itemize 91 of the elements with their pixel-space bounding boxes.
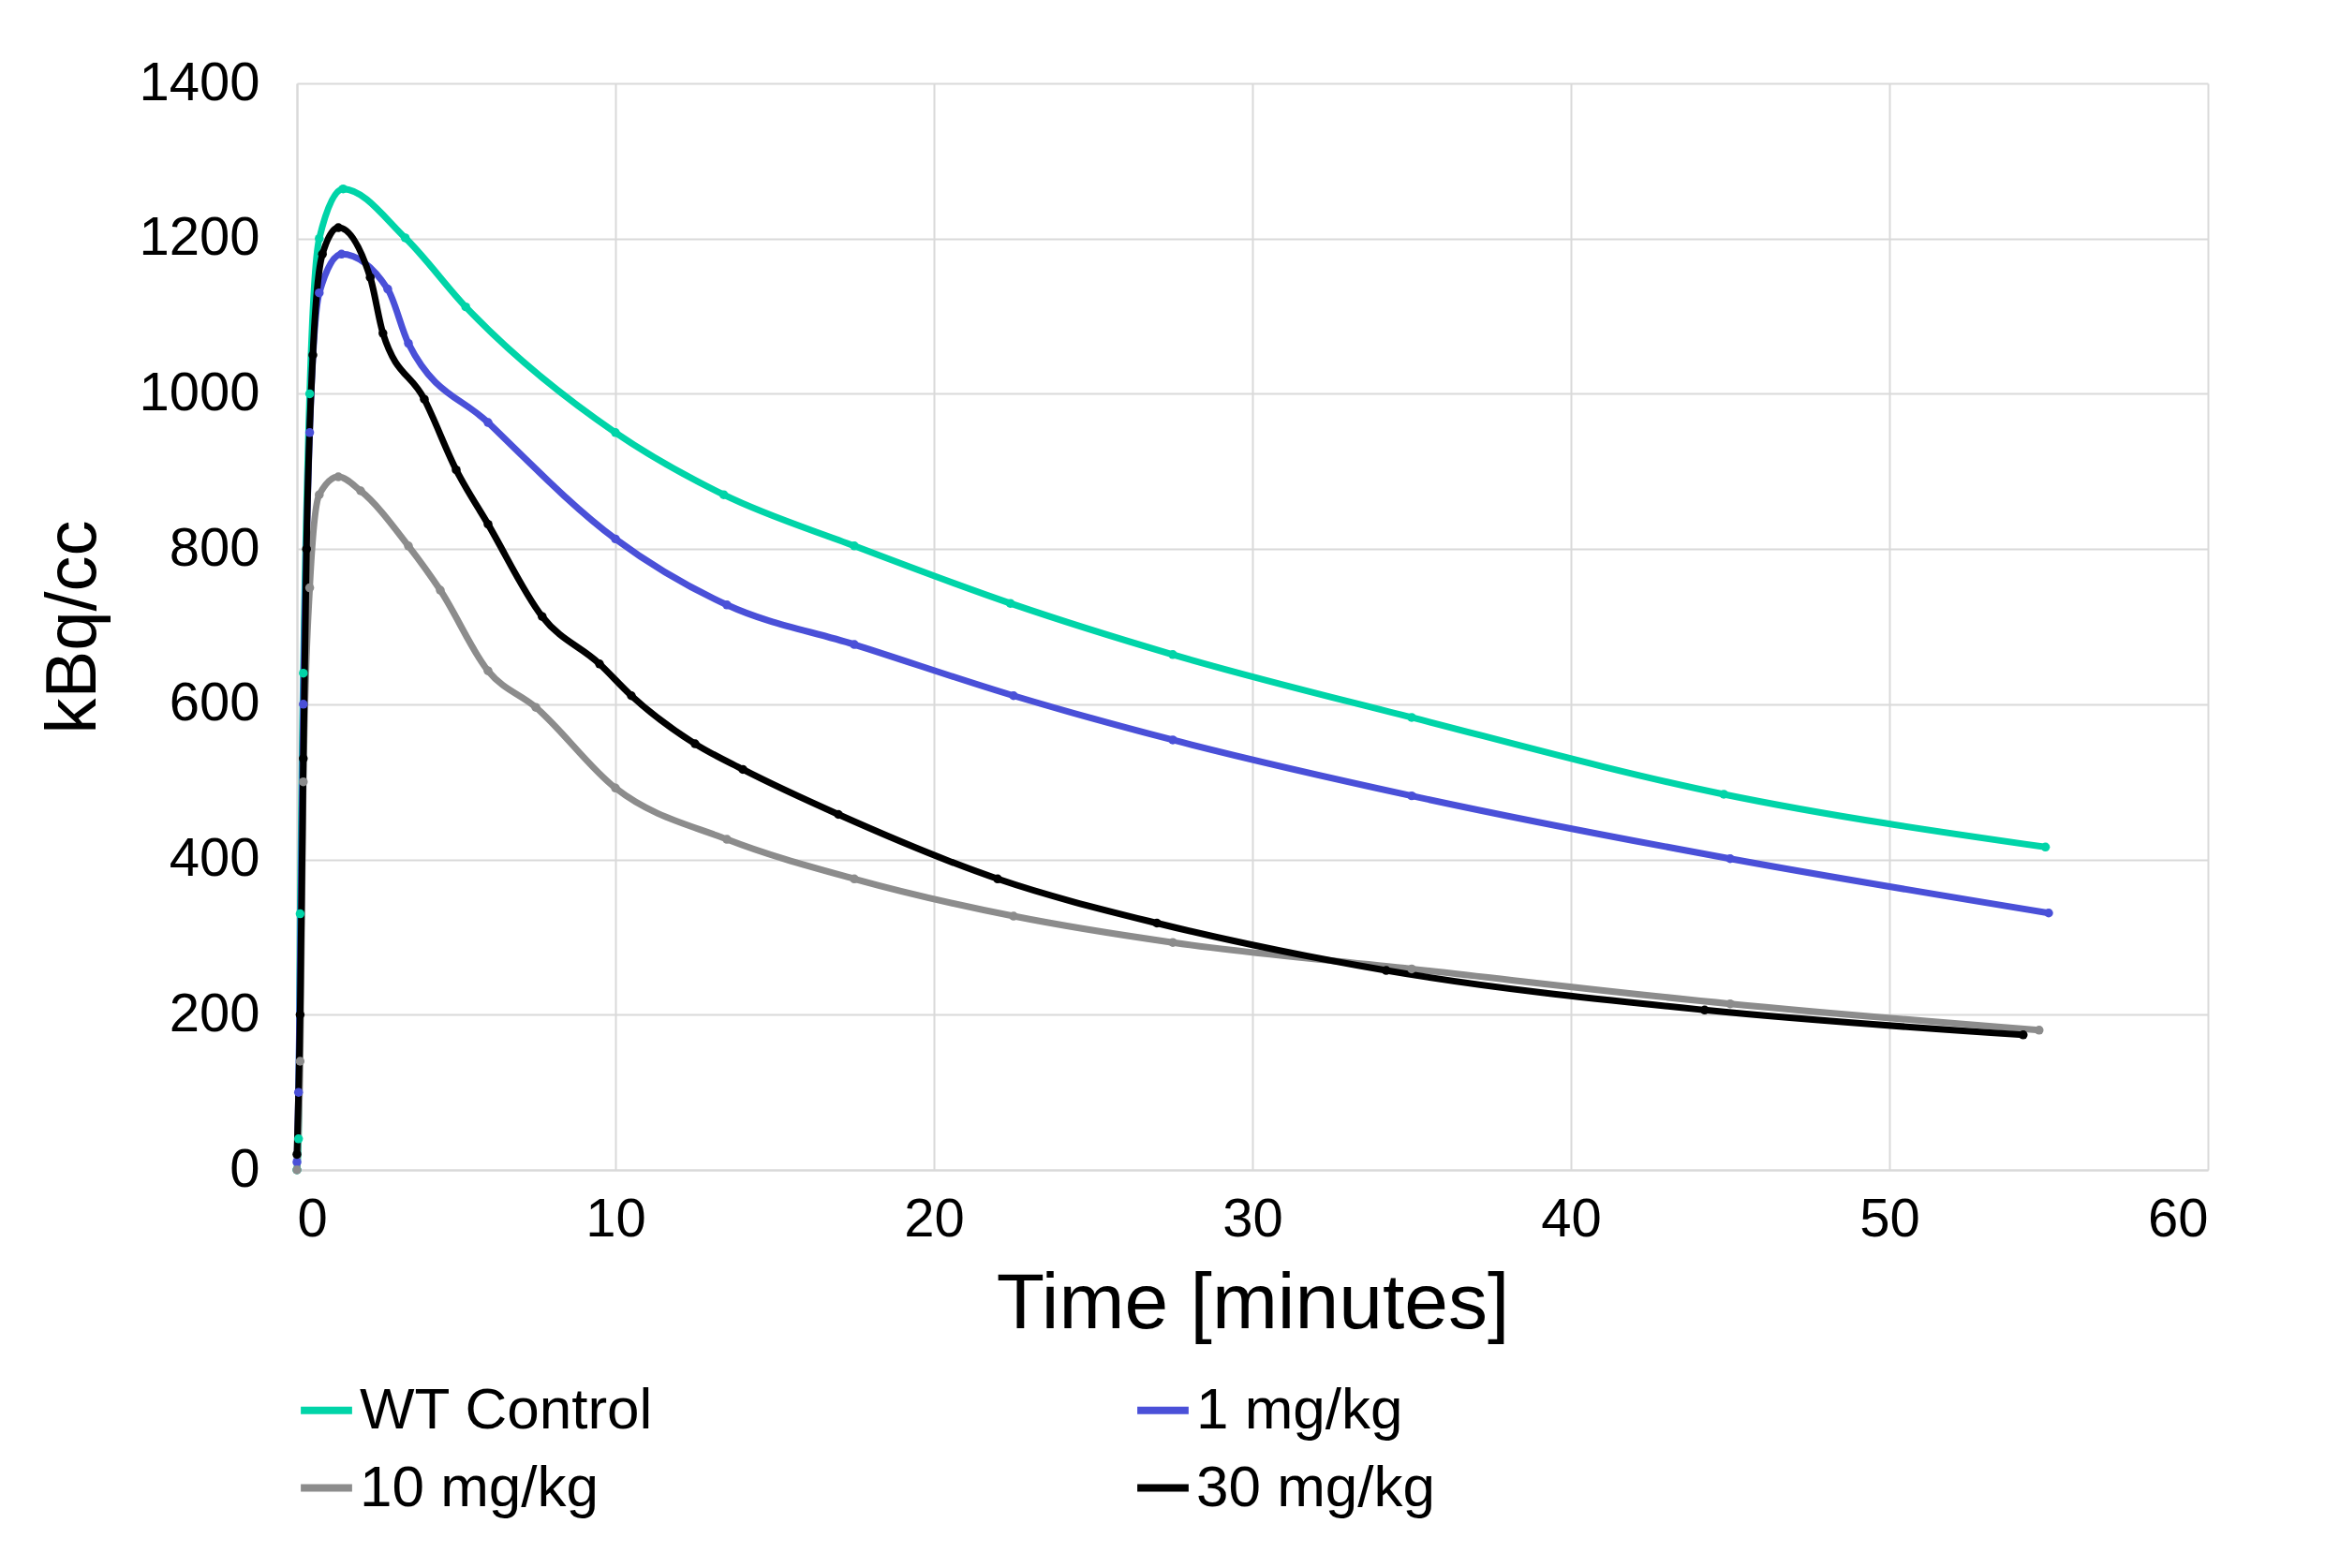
point: [611, 428, 620, 437]
point: [1407, 713, 1416, 722]
x-tick-label: 20: [904, 1186, 965, 1248]
point: [2040, 842, 2051, 852]
y-tick-label: 1400: [139, 50, 260, 111]
x-axis-title: Time [minutes]: [996, 1256, 1510, 1345]
point: [299, 754, 308, 763]
point: [850, 874, 859, 884]
point: [356, 486, 365, 496]
y-axis-title: kBq/cc: [31, 520, 111, 734]
point: [378, 329, 388, 338]
legend-label: 1 mg/kg: [1196, 1375, 1403, 1441]
point: [850, 541, 859, 551]
point: [452, 465, 461, 475]
point: [299, 777, 308, 787]
point: [538, 612, 547, 621]
x-tick-label: 30: [1222, 1186, 1283, 1248]
legend-label: 30 mg/kg: [1196, 1453, 1436, 1518]
point: [404, 541, 413, 551]
point: [302, 544, 311, 554]
point: [1407, 964, 1416, 974]
point: [292, 1149, 302, 1160]
point: [400, 233, 410, 243]
point: [383, 284, 392, 294]
point: [2019, 1030, 2028, 1040]
y-tick-label: 800: [169, 515, 260, 577]
point: [295, 909, 305, 919]
x-tick-label: 0: [297, 1186, 328, 1248]
point: [308, 350, 318, 360]
point: [315, 233, 324, 244]
point: [420, 394, 429, 404]
point: [1009, 691, 1018, 701]
point: [1009, 911, 1018, 921]
legend-label: 10 mg/kg: [360, 1453, 600, 1518]
point: [404, 338, 413, 348]
point: [1152, 918, 1162, 928]
y-tick-label: 1200: [139, 205, 260, 267]
point: [2035, 1026, 2044, 1035]
point: [718, 490, 729, 499]
point: [293, 1134, 304, 1144]
point: [318, 249, 327, 259]
point: [333, 223, 343, 232]
point: [1168, 735, 1177, 745]
point: [1005, 599, 1015, 608]
point: [483, 666, 493, 675]
point: [850, 640, 859, 649]
legend-label: WT Control: [360, 1375, 653, 1441]
point: [1168, 650, 1177, 659]
y-tick-label: 1000: [139, 360, 260, 422]
point: [304, 583, 315, 593]
point: [834, 809, 843, 820]
point: [611, 783, 620, 793]
y-tick-label: 600: [169, 671, 260, 732]
point: [1407, 791, 1416, 801]
point: [436, 585, 445, 595]
point: [611, 534, 620, 544]
point: [304, 428, 315, 437]
point: [627, 691, 636, 701]
point: [1700, 1005, 1710, 1015]
point: [333, 472, 343, 481]
x-tick-label: 40: [1541, 1186, 1602, 1248]
point: [1719, 790, 1728, 799]
point: [1725, 854, 1735, 864]
point: [483, 418, 493, 427]
point: [295, 1057, 305, 1066]
point: [365, 273, 375, 282]
point: [338, 184, 348, 194]
point: [304, 389, 315, 399]
y-tick-label: 0: [230, 1136, 260, 1198]
point: [531, 703, 541, 712]
point: [461, 302, 470, 312]
point: [483, 519, 493, 529]
point: [1168, 938, 1177, 947]
point: [722, 835, 732, 844]
point: [993, 874, 1002, 884]
point: [690, 739, 700, 748]
point: [299, 668, 308, 678]
y-tick-label: 200: [169, 981, 260, 1043]
point: [2044, 909, 2053, 918]
x-tick-label: 10: [585, 1186, 646, 1248]
point: [315, 490, 324, 499]
point: [722, 600, 732, 610]
point: [315, 288, 324, 298]
point: [595, 659, 604, 669]
point: [293, 1087, 304, 1097]
y-tick-label: 400: [169, 826, 260, 888]
x-tick-label: 60: [2147, 1186, 2209, 1248]
point: [738, 764, 748, 775]
x-tick-label: 50: [1859, 1186, 1920, 1248]
point: [1382, 966, 1391, 975]
point: [299, 700, 308, 709]
